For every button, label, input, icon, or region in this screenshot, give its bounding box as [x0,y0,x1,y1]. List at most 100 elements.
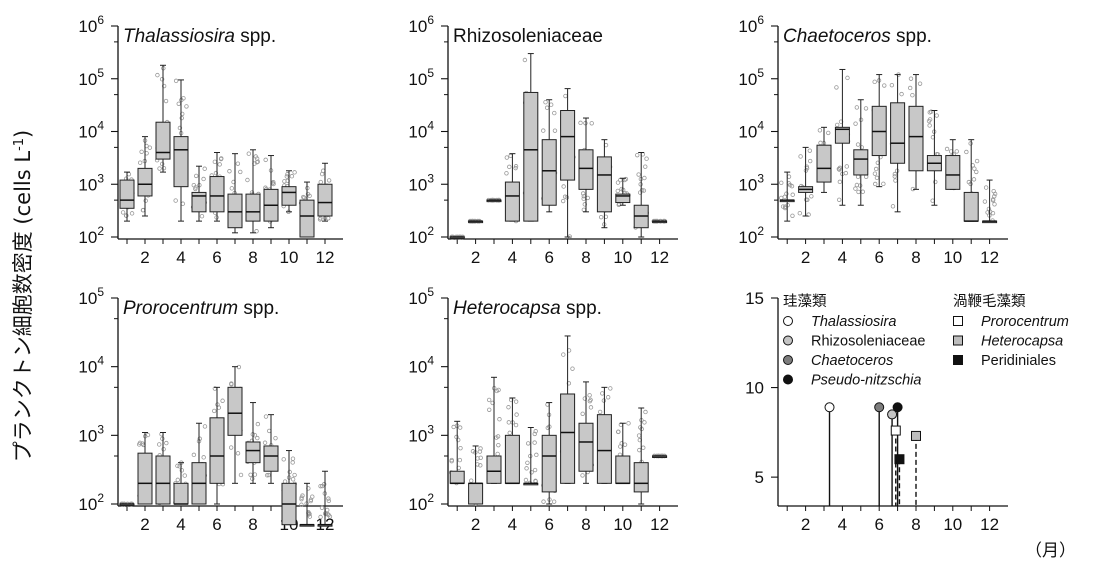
data-point [532,431,537,437]
x-tick-label: 12 [316,248,335,267]
legend-marker [953,355,963,365]
data-point [560,198,566,204]
legend-label: Heterocapsa [981,334,1063,350]
box [615,193,631,204]
data-point [124,213,129,218]
data-point [541,499,546,504]
y-tick-label: 105 [408,285,434,308]
box-month-12 [317,470,333,527]
data-point [193,173,199,179]
box-month-9 [262,414,279,484]
legend-marker [783,316,793,326]
box [155,455,171,505]
data-point [992,191,998,197]
data-point [161,447,166,452]
data-point [184,104,189,109]
x-tick-label: 2 [801,248,810,267]
data-point [561,184,566,189]
data-point [860,189,866,194]
y-tick-label: 102 [408,491,434,514]
data-point [469,478,474,483]
box-month-3 [816,126,832,193]
y-tick-label: 10 [745,379,764,398]
box-month-1 [449,420,465,486]
data-point [834,85,839,90]
data-point [605,395,611,400]
x-tick-label: 2 [471,248,480,267]
data-point [197,436,202,441]
data-point [626,421,631,426]
legend-label: Pseudo-nitzschia [811,373,921,389]
data-point [583,120,588,126]
data-point [853,186,858,191]
data-point [290,456,296,461]
data-point [581,207,587,213]
data-point [532,440,537,445]
box-month-1 [119,501,135,507]
data-point [161,165,167,171]
data-point [143,198,148,203]
data-point [785,202,790,208]
data-point [892,174,897,179]
data-point [147,145,153,150]
data-point [255,435,260,441]
data-point [844,164,849,169]
data-point [318,483,323,489]
box [504,181,520,222]
data-point [615,188,620,194]
box-month-12 [317,162,333,222]
box-month-9 [596,386,613,484]
data-point [534,452,539,458]
data-point [457,457,463,463]
stem-heterocapsa [911,430,921,506]
stem-marker [874,402,885,413]
box-month-11 [633,407,649,505]
data-point [180,201,186,206]
box [191,191,207,213]
data-point [253,154,258,159]
panel-5: 2 4 6 8 10 12 102 103 104 105 Heterocapsa spp. [408,285,678,534]
box [963,191,979,222]
data-point [582,202,588,207]
box [578,422,594,472]
data-point [292,170,297,175]
data-point [267,428,272,434]
box-month-3 [486,376,502,484]
data-point [972,166,977,171]
box [578,149,594,190]
box-month-2 [137,136,153,217]
data-point [608,386,613,391]
data-point [790,192,795,197]
data-point [523,477,529,483]
box [209,176,225,213]
data-point [615,429,621,435]
data-point [582,396,588,401]
data-point [216,405,222,410]
data-point [129,211,135,216]
data-point [161,83,167,89]
x-tick-label: 6 [212,515,221,534]
data-point [543,100,548,105]
data-point [562,194,568,199]
panel-1: 2 4 6 8 10 12 102 103 104 105 106 Thalassiosira spp… [78,13,343,267]
data-point [120,210,126,215]
box-month-4 [173,78,189,222]
box-month-4 [834,68,851,206]
x-tick-label: 10 [613,248,632,267]
panel-title: Chaetoceros spp. [783,26,932,47]
data-point [642,175,647,181]
data-point [990,197,996,202]
data-point [544,105,550,110]
data-point [589,121,594,126]
data-point [496,442,501,448]
data-point [798,154,803,159]
data-point [507,164,512,170]
data-point [250,476,255,481]
data-point [227,169,232,174]
data-point [228,445,234,450]
data-point [986,206,992,212]
data-point [164,440,169,446]
data-point [983,185,989,190]
x-tick-label: 8 [581,515,590,534]
